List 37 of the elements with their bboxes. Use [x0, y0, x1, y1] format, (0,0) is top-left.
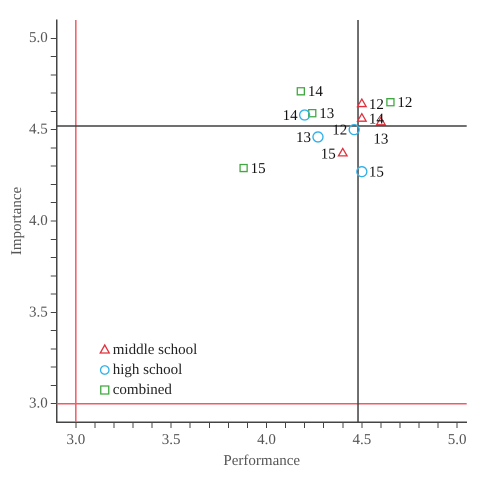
point — [356, 113, 367, 122]
annotation: 12 — [397, 95, 412, 112]
annotation: 12 — [368, 96, 384, 113]
point — [239, 164, 248, 172]
x-tick-label: 4.5 — [352, 432, 372, 448]
annotation: 13 — [373, 131, 388, 148]
point — [356, 98, 367, 108]
y-tick-label: 5.0 — [29, 30, 48, 46]
y-tick-label: 4.0 — [29, 212, 48, 229]
annotation: 14 — [308, 84, 324, 100]
legend-label: combined — [112, 382, 172, 398]
annotation: 15 — [368, 164, 384, 181]
point — [308, 109, 316, 118]
x-tick-label: 3.5 — [162, 432, 181, 448]
point — [312, 131, 324, 143]
y-tick-label: 3.5 — [29, 304, 48, 320]
legend-label: high school — [112, 362, 182, 378]
point — [386, 98, 395, 106]
point — [348, 124, 360, 136]
x-tick-label: 4.0 — [257, 432, 276, 448]
x-tick-label: 3.0 — [66, 432, 86, 448]
x-tick-label: 5.0 — [448, 432, 467, 448]
annotation: 13 — [319, 106, 334, 122]
annotation: 15 — [320, 146, 336, 162]
legend-label: middle school — [112, 342, 198, 358]
annotation: 13 — [296, 130, 311, 146]
y-tick-label: 4.5 — [29, 122, 48, 138]
point — [296, 87, 305, 96]
point — [356, 166, 368, 178]
point — [338, 148, 348, 157]
y-axis-title: Importance — [8, 186, 25, 256]
annotation: 14 — [282, 108, 298, 124]
x-axis-title: Performance — [223, 452, 300, 469]
annotation: 15 — [250, 160, 266, 177]
point — [298, 109, 310, 121]
y-tick-label: 3.0 — [29, 396, 48, 412]
annotation: 12 — [332, 122, 348, 139]
